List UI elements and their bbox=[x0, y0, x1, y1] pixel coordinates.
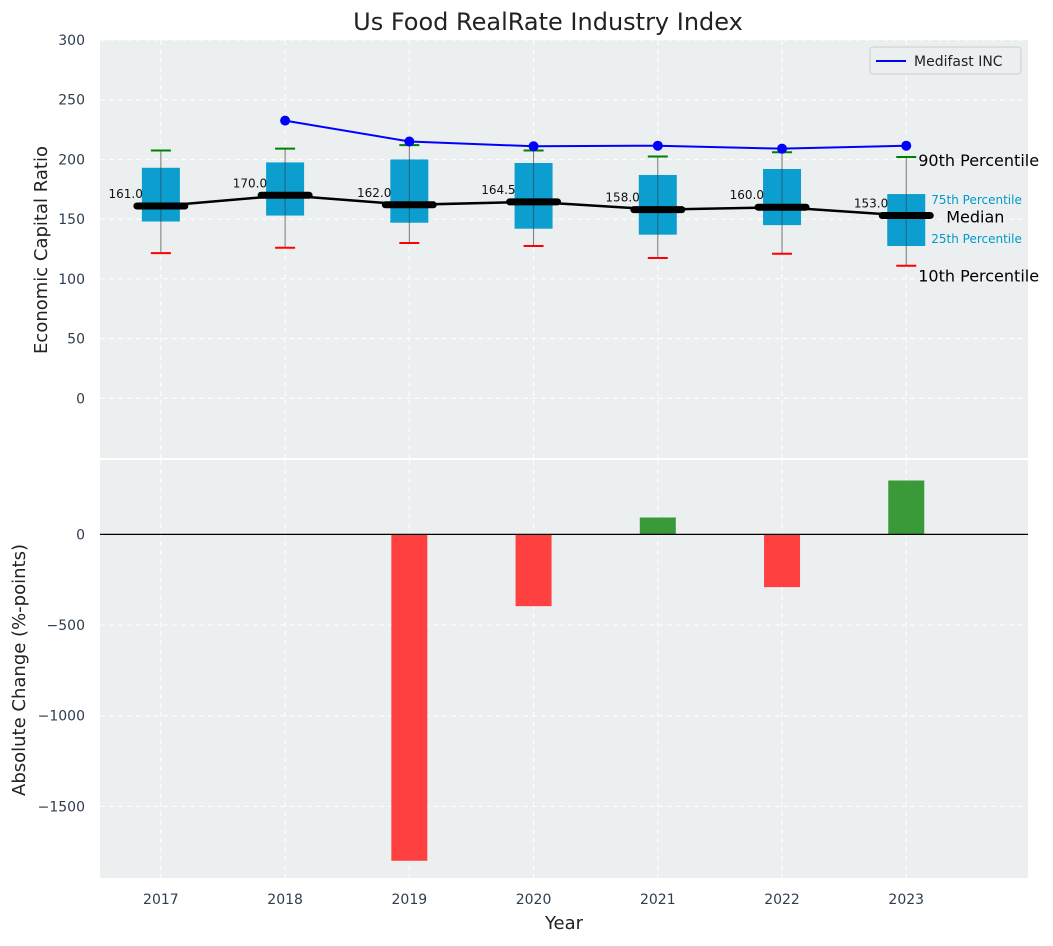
y-tick-label: 100 bbox=[58, 272, 85, 288]
y-tick-label: 50 bbox=[67, 332, 85, 348]
y-tick-label: 0 bbox=[76, 527, 85, 543]
legend-label: Medifast INC bbox=[914, 54, 1003, 70]
y-tick-label: −1000 bbox=[38, 709, 85, 725]
change-bar bbox=[764, 534, 801, 588]
x-tick-label: 2017 bbox=[143, 892, 179, 908]
medifast-point bbox=[528, 141, 539, 152]
median-label: 170.0 bbox=[233, 176, 267, 190]
x-tick-label: 2020 bbox=[516, 892, 552, 908]
x-tick-label: 2021 bbox=[640, 892, 676, 908]
chart-title: Us Food RealRate Industry Index bbox=[353, 8, 743, 36]
top-plot-area bbox=[100, 40, 1028, 458]
x-axis-label: Year bbox=[544, 913, 584, 934]
change-bar bbox=[515, 534, 552, 607]
annotation-p90: 90th Percentile bbox=[918, 151, 1039, 170]
median-label: 160.0 bbox=[730, 188, 764, 202]
y-tick-label: 300 bbox=[58, 33, 85, 49]
x-tick-label: 2022 bbox=[764, 892, 800, 908]
y-tick-label: −1500 bbox=[38, 799, 85, 815]
median-label: 158.0 bbox=[605, 191, 639, 205]
top-y-axis-label: Economic Capital Ratio bbox=[31, 146, 52, 354]
change-bar bbox=[888, 480, 925, 535]
y-tick-label: 200 bbox=[58, 152, 85, 168]
medifast-point bbox=[404, 136, 415, 147]
medifast-point bbox=[652, 140, 663, 151]
medifast-line bbox=[284, 119, 907, 150]
y-tick-label: −500 bbox=[47, 618, 85, 634]
annotation-median: Median bbox=[946, 208, 1004, 227]
median-label: 162.0 bbox=[357, 186, 391, 200]
x-tick-label: 2023 bbox=[888, 892, 924, 908]
legend: Medifast INC bbox=[869, 46, 1022, 75]
bottom-y-axis-label: Absolute Change (%-points) bbox=[9, 544, 30, 796]
y-tick-label: 250 bbox=[58, 93, 85, 109]
change-bar bbox=[639, 517, 676, 535]
y-tick-label: 150 bbox=[58, 212, 85, 228]
annotation-p75: 75th Percentile bbox=[931, 193, 1022, 207]
annotation-p25: 25th Percentile bbox=[931, 232, 1022, 246]
medifast-point bbox=[280, 115, 291, 126]
median-label: 153.0 bbox=[854, 197, 888, 211]
x-tick-label: 2018 bbox=[267, 892, 303, 908]
median-label: 161.0 bbox=[109, 187, 143, 201]
annotation-p10: 10th Percentile bbox=[918, 267, 1039, 286]
bottom-plot-area bbox=[100, 460, 1028, 878]
medifast-point bbox=[901, 140, 912, 151]
median-label: 164.5 bbox=[481, 183, 515, 197]
change-bar bbox=[391, 534, 428, 861]
x-tick-label: 2019 bbox=[392, 892, 428, 908]
y-tick-label: 0 bbox=[76, 391, 85, 407]
medifast-point bbox=[777, 143, 788, 154]
